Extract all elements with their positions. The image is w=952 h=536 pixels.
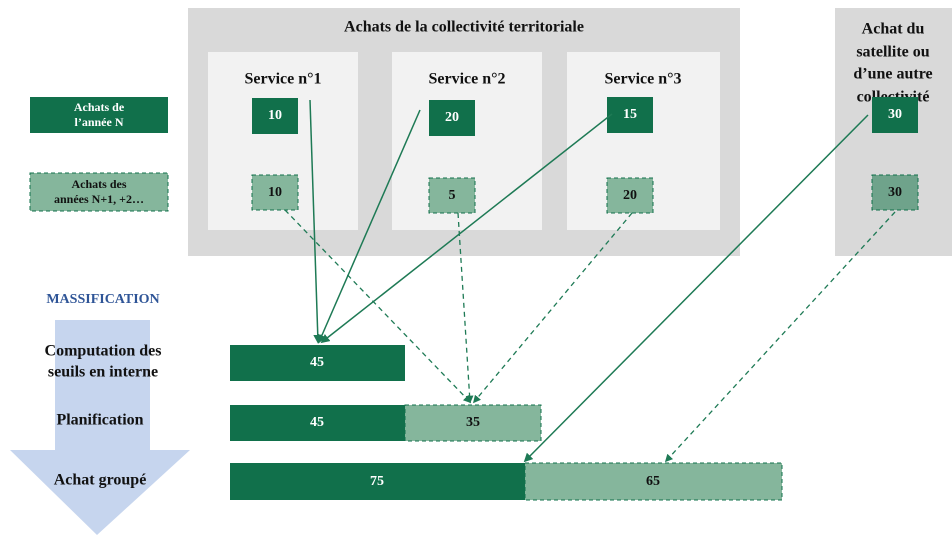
later-box (871, 174, 919, 211)
row-label: seuils en interne (48, 364, 158, 381)
value: 45 (310, 355, 324, 370)
connector (457, 212, 474, 404)
connector (320, 113, 613, 344)
value: 10 (268, 185, 282, 200)
year-n-box (429, 100, 475, 136)
bar-year-n (230, 345, 405, 381)
massification-arrow (10, 320, 190, 535)
value: 30 (888, 185, 902, 200)
value: 20 (445, 110, 459, 125)
year-n-box (872, 97, 918, 133)
value: 5 (449, 188, 456, 203)
legend-later (29, 172, 169, 212)
legend-year-n (30, 97, 168, 133)
satellite-label: satellite ou (856, 44, 929, 61)
connector (317, 109, 421, 344)
value: 45 (310, 415, 324, 430)
satellite-label: d’une autre (853, 66, 932, 83)
later-box (428, 177, 476, 214)
value: 20 (623, 188, 637, 203)
group-title: Achats de la collectivité territoriale (344, 19, 584, 36)
value: 65 (646, 474, 660, 489)
bar-year-n (230, 463, 525, 500)
legend-label: années N+1, +2… (54, 192, 144, 206)
service-label: Service n°2 (428, 71, 505, 88)
value: 15 (623, 107, 637, 122)
value: 75 (370, 474, 384, 489)
year-n-box (252, 98, 298, 134)
value: 10 (268, 108, 282, 123)
massification-label: MASSIFICATION (46, 292, 159, 307)
legend-label: l’année N (75, 115, 124, 129)
later-box (251, 174, 299, 211)
connector (309, 99, 323, 344)
service-label: Service n°1 (244, 71, 321, 88)
connector (523, 114, 869, 463)
row-label: Achat groupé (54, 472, 147, 489)
legend-label: Achats de (74, 100, 125, 114)
value: 35 (466, 415, 480, 430)
connector (664, 211, 896, 463)
year-n-box (607, 97, 653, 133)
satellite-label: Achat du (862, 21, 925, 38)
row-label: Computation des (45, 343, 162, 360)
bar-later (524, 462, 783, 501)
service-label: Service n°3 (604, 71, 681, 88)
bar-later (404, 404, 542, 442)
later-box (606, 177, 654, 214)
bar-year-n (230, 405, 405, 441)
row-label: Planification (56, 412, 143, 429)
value: 30 (888, 107, 902, 122)
legend-label: Achats des (71, 177, 126, 191)
